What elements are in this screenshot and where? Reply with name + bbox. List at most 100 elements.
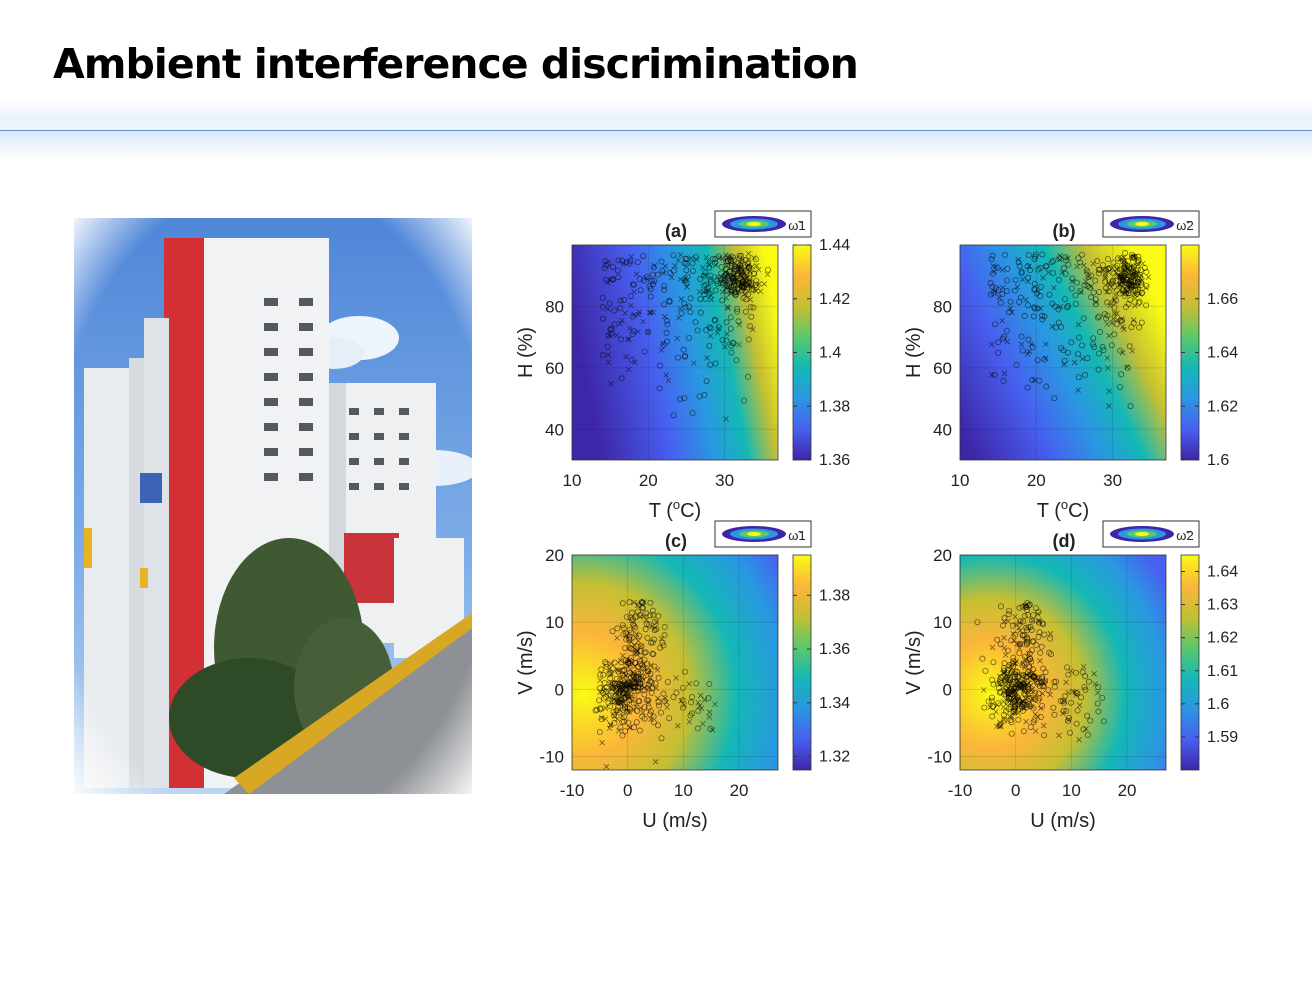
x-marker [1023, 718, 1029, 725]
x-marker [677, 252, 684, 258]
x-marker [1130, 263, 1137, 269]
x-marker [608, 660, 614, 667]
x-marker [1102, 273, 1109, 280]
x-marker [665, 377, 672, 384]
circle-marker [632, 659, 639, 666]
scatter-points [599, 250, 772, 422]
circle-marker [999, 622, 1006, 629]
y-tick-label: 0 [555, 680, 564, 699]
x-tick-label: 30 [1103, 471, 1122, 490]
circle-marker [1022, 673, 1029, 680]
circle-marker [631, 679, 638, 686]
circle-marker [1038, 643, 1045, 650]
circle-marker [680, 346, 687, 353]
circle-marker [641, 691, 648, 698]
circle-marker [728, 342, 735, 349]
circle-marker [1041, 356, 1048, 363]
x-marker [1114, 317, 1121, 323]
circle-marker [603, 262, 610, 269]
circle-marker [1125, 258, 1132, 265]
circle-marker [1025, 336, 1032, 343]
circle-marker [1022, 603, 1029, 610]
circle-marker [654, 271, 661, 278]
circle-marker [1072, 669, 1079, 676]
scatter-points [974, 599, 1107, 743]
x-marker [1026, 263, 1032, 270]
circle-marker [683, 267, 690, 274]
circle-marker [689, 267, 696, 274]
circle-marker [994, 636, 1001, 643]
circle-marker [621, 297, 628, 304]
axes-box [959, 554, 1167, 771]
circle-marker [611, 321, 618, 328]
circle-marker [1019, 603, 1026, 610]
circle-marker [602, 258, 609, 265]
circle-marker [657, 644, 664, 651]
x-marker [1028, 341, 1035, 347]
circle-marker [644, 668, 651, 675]
x-marker [1057, 303, 1064, 310]
x-marker [701, 272, 708, 279]
circle-marker [1075, 374, 1082, 381]
x-marker [723, 263, 730, 269]
circle-marker [657, 709, 664, 716]
circle-marker [995, 339, 1002, 346]
x-marker [714, 274, 721, 280]
x-marker [1119, 273, 1125, 280]
x-marker [606, 725, 613, 732]
circle-marker [1115, 255, 1122, 262]
x-marker [606, 666, 613, 672]
circle-marker [985, 698, 992, 705]
circle-marker [1020, 660, 1027, 667]
circle-marker [1113, 321, 1120, 328]
circle-marker [1029, 617, 1036, 624]
circle-marker [1030, 313, 1037, 320]
circle-marker [728, 258, 735, 265]
circle-marker [629, 617, 636, 624]
colorbar-tick-label: 1.38 [819, 398, 850, 415]
circle-marker [632, 650, 639, 657]
x-marker [744, 267, 750, 273]
circle-marker [658, 735, 665, 742]
circle-marker [1035, 266, 1042, 273]
circle-marker [651, 626, 658, 633]
circle-marker [1117, 384, 1124, 391]
circle-marker [661, 698, 668, 705]
circle-marker [1073, 720, 1080, 727]
circle-marker [650, 713, 657, 720]
circle-marker [600, 304, 607, 311]
y-tick-label: 10 [545, 613, 564, 632]
circle-marker [989, 252, 996, 259]
x-marker [633, 631, 640, 637]
x-marker [607, 721, 614, 728]
circle-marker [1039, 251, 1046, 258]
x-marker [628, 253, 635, 260]
circle-marker [1128, 265, 1135, 272]
circle-marker [602, 276, 609, 283]
x-marker [996, 294, 1003, 301]
x-marker [750, 326, 756, 333]
x-marker [668, 274, 675, 281]
x-axis-label: T (oC) [649, 497, 701, 522]
legend-ellipse-core [747, 222, 761, 226]
x-marker [620, 699, 627, 706]
x-marker [1110, 315, 1117, 322]
circle-marker [606, 300, 613, 307]
x-marker [641, 665, 648, 672]
circle-marker [707, 278, 714, 285]
panel-label: (a) [665, 221, 687, 241]
x-marker [675, 315, 682, 321]
x-marker [1012, 613, 1018, 620]
x-tick-label: 10 [1062, 781, 1081, 800]
circle-marker [1081, 683, 1088, 690]
x-marker [1061, 698, 1068, 705]
y-axis-label: H (%) [903, 327, 925, 378]
circle-marker [1118, 255, 1125, 262]
x-marker [1021, 705, 1028, 712]
circle-marker [745, 373, 752, 380]
circle-marker [607, 669, 614, 676]
panel-label: (c) [665, 531, 687, 551]
circle-marker [600, 695, 607, 702]
circle-marker [1122, 304, 1129, 311]
circle-marker [1029, 376, 1036, 383]
